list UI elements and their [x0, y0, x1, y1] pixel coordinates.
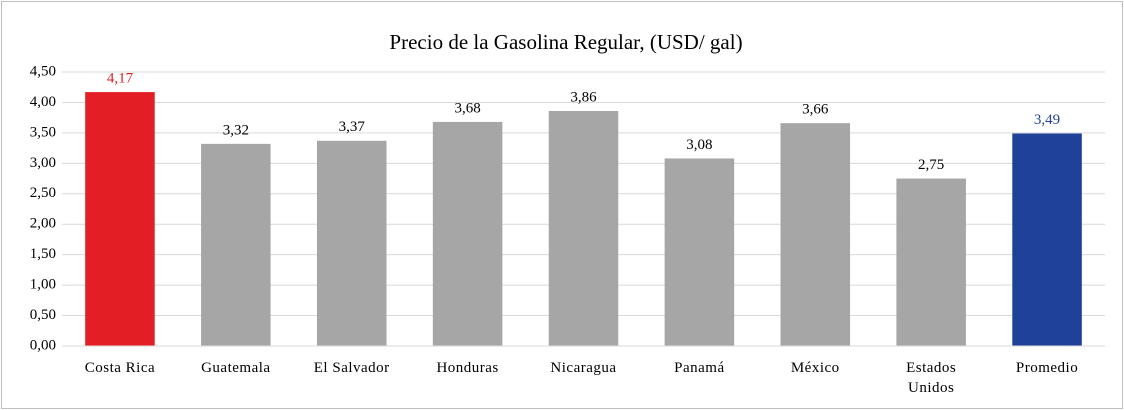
y-tick-label: 4,50: [30, 63, 56, 79]
x-tick-label: Costa Rica: [84, 360, 156, 376]
bar: [432, 121, 503, 346]
y-tick-label: 1,00: [30, 277, 56, 293]
x-tick-label: Honduras: [436, 360, 499, 376]
value-label: 2,75: [918, 157, 944, 173]
x-tick-label: Panamá: [674, 360, 725, 376]
x-tick-label: Estados Unidos: [906, 360, 957, 396]
value-label: 3,68: [454, 100, 480, 116]
x-tick-label: Nicaragua: [550, 360, 617, 376]
y-tick-label: 2,50: [30, 185, 56, 201]
bar: [664, 158, 735, 346]
y-tick-label: 3,50: [30, 124, 56, 140]
value-label: 4,17: [107, 71, 134, 87]
value-label: 3,32: [223, 122, 249, 138]
value-label: 3,49: [1034, 112, 1060, 128]
x-tick-label: Promedio: [1015, 360, 1079, 376]
chart-title: Precio de la Gasolina Regular, (USD/ gal…: [389, 30, 742, 54]
value-label: 3,08: [686, 137, 712, 153]
y-tick-label: 4,00: [30, 94, 56, 110]
bar: [201, 143, 271, 346]
y-tick-label: 1,50: [30, 246, 56, 262]
x-tick-label: Guatemala: [201, 360, 271, 376]
bar: [1012, 133, 1082, 346]
bar: [780, 123, 851, 346]
bar: [316, 140, 387, 346]
y-tick-label: 0,00: [30, 337, 56, 353]
y-tick-label: 2,00: [30, 216, 56, 232]
value-label: 3,66: [802, 102, 829, 118]
value-label: 3,86: [570, 89, 597, 105]
value-label: 3,37: [339, 119, 366, 135]
x-tick-label: México: [790, 360, 840, 376]
bar: [896, 178, 966, 346]
y-tick-label: 3,00: [30, 155, 56, 171]
bar: [548, 110, 619, 346]
x-tick-label: El Salvador: [313, 360, 390, 376]
y-tick-label: 0,50: [30, 307, 56, 323]
bar: [85, 92, 155, 347]
